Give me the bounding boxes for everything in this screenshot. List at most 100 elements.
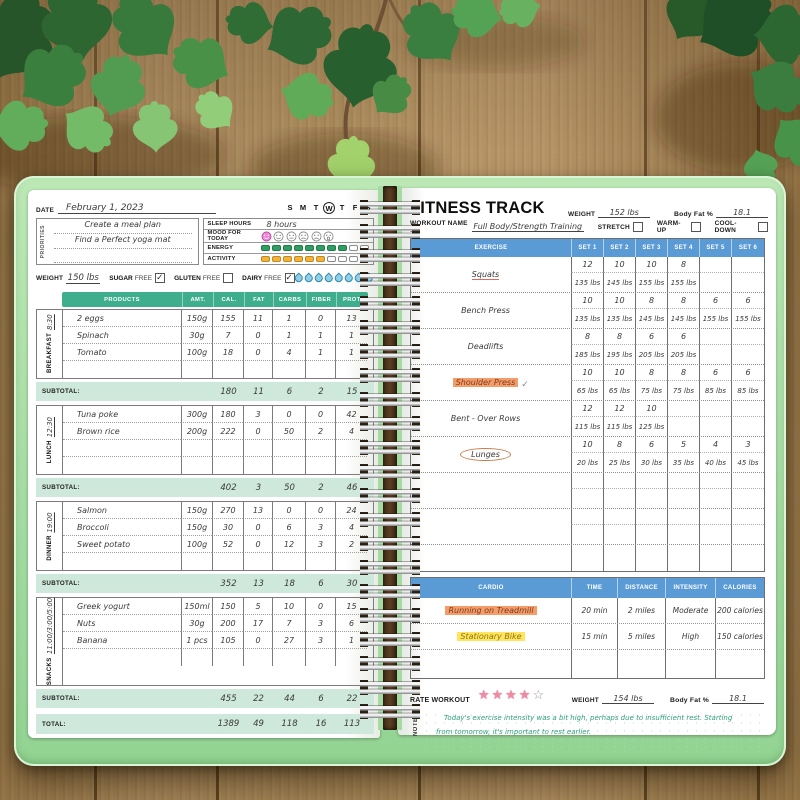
amt-cell: 200g bbox=[181, 423, 212, 440]
product-cell bbox=[63, 361, 181, 378]
amt-cell: 150g bbox=[181, 310, 212, 327]
section-time: 12:30 bbox=[45, 416, 54, 438]
product-cell: Broccoli bbox=[63, 519, 181, 536]
sleep-row: SLEEP HOURS 8 hours bbox=[204, 219, 374, 229]
meal-section-lunch: LUNCH 12:30 Tuna poke 300g 180 3 0 0 42 Brown r… bbox=[36, 405, 374, 475]
amt-cell: 1 pcs bbox=[181, 632, 212, 649]
day-letter-selected: W bbox=[323, 202, 335, 214]
daily-stats-box: SLEEP HOURS 8 hours MOOD FOR TODAY bbox=[202, 218, 374, 265]
prot-cell: 4 bbox=[335, 423, 367, 440]
amt-cell: 100g bbox=[181, 344, 212, 361]
amt-cell: 100g bbox=[181, 536, 212, 553]
fitness-track-page: FITNESS TRACK WEIGHT 152 lbs Body Fat % 18… bbox=[398, 188, 776, 753]
header-products: PRODUCTS bbox=[62, 292, 182, 307]
star-icon bbox=[505, 686, 517, 704]
cal-cell: 222 bbox=[212, 423, 243, 440]
weight-after-value: 154 lbs bbox=[601, 694, 654, 704]
fiber-cell: 2 bbox=[305, 423, 335, 440]
meal-row: Tomato 100g 18 0 4 1 1 bbox=[63, 344, 373, 361]
stretch-checkbox bbox=[632, 222, 643, 232]
prot-cell: 1 bbox=[335, 632, 367, 649]
exercise-row-empty bbox=[411, 544, 764, 571]
fiber-cell: 3 bbox=[305, 632, 335, 649]
cal-cell: 155 bbox=[212, 310, 243, 327]
meal-row: Spinach 30g 7 0 1 1 1 bbox=[63, 327, 373, 344]
fat-cell: 0 bbox=[243, 423, 272, 440]
carbs-cell: 1 bbox=[272, 327, 305, 344]
bodyfat-value: 18.1 bbox=[716, 208, 768, 218]
product-cell: Tuna poke bbox=[63, 406, 181, 423]
fat-cell: 5 bbox=[243, 598, 272, 615]
amt-cell: 30g bbox=[181, 327, 212, 344]
priorities-label: PRIORITIES bbox=[39, 224, 46, 259]
sugar-free-checkbox bbox=[155, 272, 166, 283]
fiber-cell: 0 bbox=[305, 502, 335, 519]
cal-cell: 7 bbox=[212, 327, 243, 344]
activity-row: ACTIVITY bbox=[203, 253, 373, 264]
rate-workout-label: RATE WORKOUT bbox=[410, 697, 470, 704]
breakfast-subtotal-row: SUBTOTAL: 180 11 6 2 15 bbox=[36, 382, 374, 401]
day-letter: T bbox=[339, 203, 345, 212]
weight-label: WEIGHT bbox=[36, 274, 64, 282]
mood-neutral-icon bbox=[286, 231, 296, 241]
notes-section: NOTES Today's exercise intensity was a b… bbox=[410, 711, 768, 753]
bodyfat-after-value: 18.1 bbox=[712, 694, 764, 704]
weight-value: 150 lbs bbox=[66, 272, 101, 284]
note-line: from tomorrow, it's important to rest ea… bbox=[436, 728, 592, 736]
cooldown-checkbox bbox=[758, 222, 769, 232]
weight-value: 152 lbs bbox=[598, 208, 651, 218]
cardio-intensity: Moderate bbox=[665, 598, 715, 623]
mood-happy-icon bbox=[273, 231, 284, 241]
cardio-name: Stationary Bike bbox=[457, 632, 525, 641]
meal-row: Banana 1 pcs 105 0 27 3 1 bbox=[63, 632, 373, 649]
cardio-row-bike: Stationary Bike 15 min 5 miles High 150 calo… bbox=[411, 623, 764, 649]
carbs-cell: 12 bbox=[272, 536, 305, 553]
product-cell: Spinach bbox=[63, 327, 181, 344]
cardio-time: 20 min bbox=[571, 598, 617, 623]
water-drop-icon bbox=[332, 272, 344, 284]
section-name: DINNER bbox=[46, 534, 53, 561]
fiber-cell: 0 bbox=[305, 310, 335, 327]
prot-cell: 42 bbox=[335, 406, 367, 423]
gluten-free-toggle: GLUTEN FREE bbox=[174, 273, 234, 283]
sleep-label: SLEEP HOURS bbox=[207, 221, 252, 227]
binding-coils bbox=[360, 194, 420, 722]
prot-cell: 24 bbox=[335, 502, 367, 519]
sleep-value: 8 hours bbox=[266, 219, 297, 229]
activity-meter bbox=[260, 255, 369, 263]
star-icon bbox=[519, 686, 531, 704]
page-title: FITNESS TRACK bbox=[410, 199, 545, 217]
amt-cell: 30g bbox=[181, 615, 212, 632]
section-name: LUNCH bbox=[46, 440, 53, 464]
total-carbs: 118 bbox=[281, 719, 298, 730]
ivy-leaves-decoration bbox=[0, 0, 800, 220]
energy-label: ENERGY bbox=[207, 245, 234, 251]
day-letter: F bbox=[352, 203, 358, 212]
priority-item-empty bbox=[54, 249, 192, 264]
cal-cell: 200 bbox=[212, 615, 243, 632]
energy-row: ENERGY bbox=[203, 242, 373, 253]
exercise-name: Bent - Over Rows bbox=[450, 414, 521, 423]
star-icon bbox=[532, 686, 544, 704]
water-drop-icon bbox=[312, 272, 324, 284]
exercise-name: Squats bbox=[471, 269, 500, 280]
amt-cell: 300g bbox=[181, 406, 212, 423]
dairy-free-checkbox bbox=[284, 272, 295, 283]
checkmark-icon bbox=[521, 374, 529, 392]
warmup-checkbox bbox=[690, 222, 701, 232]
product-cell: 2 eggs bbox=[63, 310, 181, 327]
amt-cell: 150g bbox=[181, 519, 212, 536]
cal-cell: 180 bbox=[212, 406, 243, 423]
weight-after-field: WEIGHT 154 lbs bbox=[572, 694, 654, 704]
section-time: 19:00 bbox=[45, 511, 54, 532]
cal-cell: 270 bbox=[212, 502, 243, 519]
water-drop-icon bbox=[292, 272, 304, 284]
prot-cell: 4 bbox=[335, 519, 367, 536]
total-fiber: 16 bbox=[315, 719, 327, 730]
product-cell: Greek yogurt bbox=[63, 598, 181, 615]
cardio-row-treadmill: Running on Treadmill 20 min 2 miles Moderat… bbox=[411, 598, 764, 623]
header-cal: CAL. bbox=[213, 292, 244, 307]
